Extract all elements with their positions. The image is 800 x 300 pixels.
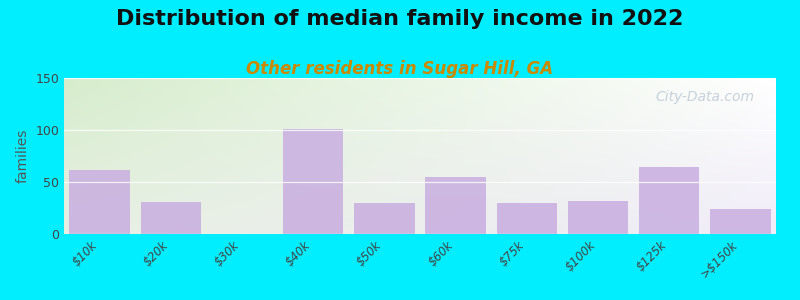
Text: Distribution of median family income in 2022: Distribution of median family income in … [116, 9, 684, 29]
Bar [354, 203, 414, 234]
Text: City-Data.com: City-Data.com [656, 91, 754, 104]
Text: Other residents in Sugar Hill, GA: Other residents in Sugar Hill, GA [246, 60, 554, 78]
Bar [639, 167, 699, 234]
Bar [710, 209, 770, 234]
Bar [141, 202, 201, 234]
Y-axis label: families: families [16, 129, 30, 183]
Bar [568, 201, 628, 234]
Bar [426, 177, 486, 234]
Bar [497, 203, 557, 234]
Bar [70, 169, 130, 234]
Bar [283, 129, 343, 234]
